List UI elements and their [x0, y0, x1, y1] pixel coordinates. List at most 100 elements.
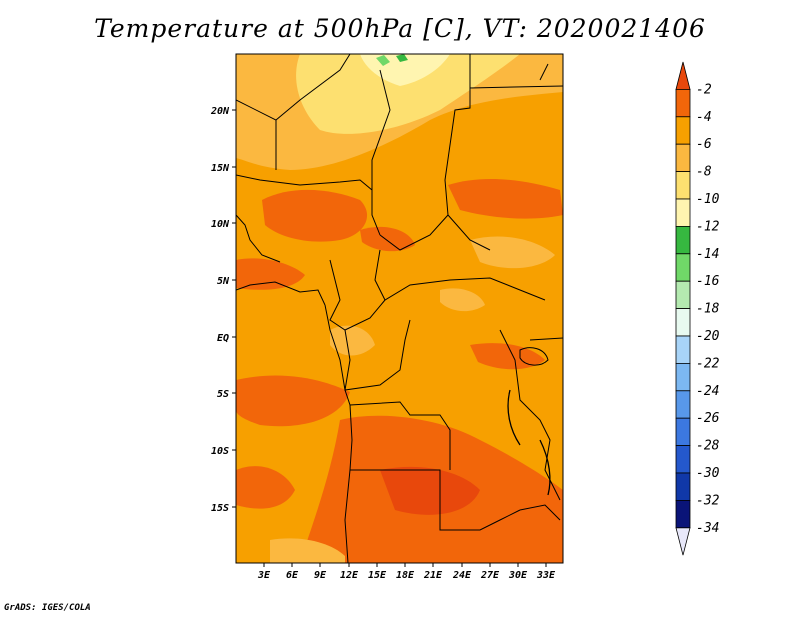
field-light-south — [270, 538, 345, 563]
colorbar-swatch — [675, 390, 691, 419]
lat-label-15n: 15N — [211, 163, 230, 174]
boundary-line — [275, 54, 351, 121]
lake-malawi — [539, 439, 551, 496]
lon-label-27e: 27E — [480, 570, 500, 581]
boundary-line — [236, 174, 381, 236]
lat-label-15s: 15S — [211, 503, 229, 514]
colorbar-label: -2 — [696, 82, 712, 97]
colorbar-swatch — [675, 445, 691, 474]
lon-label-6e: 6E — [286, 570, 299, 581]
colorbar-label: -28 — [696, 439, 720, 454]
lon-label-18e: 18E — [396, 570, 415, 581]
field-warm-gulf — [236, 258, 305, 290]
boundary-line — [236, 99, 277, 170]
boundary-line — [519, 504, 561, 521]
field-warm-southwest-2 — [236, 466, 295, 509]
field-warm-lakes — [470, 343, 545, 370]
colorbar-swatch — [675, 89, 691, 118]
latitude-axis: 20N 15N 10N 5N EQ 5S 10S 15S — [210, 106, 236, 514]
lon-label-9e: 9E — [314, 570, 327, 581]
colorbar-label: -18 — [696, 302, 720, 317]
temperature-field — [236, 54, 563, 563]
lat-label-10s: 10S — [211, 446, 229, 457]
boundary-line — [379, 214, 449, 251]
coastline — [236, 214, 281, 263]
lake-victoria — [519, 347, 549, 366]
colorbar-swatch — [675, 198, 691, 227]
colorbar-swatch — [675, 143, 691, 172]
colorbar-swatch — [675, 472, 691, 501]
field-light-center-2 — [440, 288, 485, 312]
colorbar-label: -6 — [696, 137, 712, 152]
boundary-line — [444, 54, 491, 251]
coastline — [539, 63, 549, 81]
lon-label-24e: 24E — [452, 570, 472, 581]
field-warm-southwest — [236, 375, 350, 427]
colorbar-swatch — [675, 308, 691, 337]
colorbar-label: -34 — [696, 521, 719, 536]
field-cold-patch — [376, 55, 390, 66]
field-light-east — [470, 236, 555, 269]
colorbar-label: -22 — [696, 356, 720, 371]
colorbar-label: -10 — [696, 192, 720, 207]
lat-label-10n: 10N — [211, 219, 230, 230]
field-band-north-light — [296, 54, 520, 134]
boundary-line — [529, 337, 563, 341]
lake-tanganyika — [507, 389, 521, 446]
colorbar-swatch — [675, 225, 691, 255]
colorbar-label: -20 — [696, 329, 720, 344]
colorbar-swatch — [675, 116, 691, 145]
colorbar-swatch — [675, 61, 691, 90]
boundary-line — [350, 469, 521, 531]
lon-label-30e: 30E — [508, 570, 528, 581]
lat-label-eq: EQ — [217, 333, 229, 344]
colorbar-label: -26 — [696, 411, 720, 426]
boundary-line — [344, 469, 351, 563]
colorbar-label: -8 — [696, 165, 712, 180]
field-cold-patch-2 — [396, 54, 408, 62]
boundary-line — [329, 259, 386, 331]
boundaries — [236, 54, 563, 563]
colorbar-swatch — [675, 253, 691, 282]
lat-label-5s: 5S — [217, 389, 229, 400]
field-warm-east — [448, 178, 563, 219]
lon-label-33e: 33E — [536, 570, 556, 581]
boundary-line — [344, 319, 411, 391]
colorbar-swatch — [675, 335, 691, 364]
colorbar-label: -14 — [696, 247, 719, 262]
credit-text: GrADS: IGES/COLA — [4, 603, 91, 613]
lon-label-15e: 15E — [368, 570, 387, 581]
boundary-line — [374, 249, 546, 301]
field-light-center — [330, 325, 375, 356]
field-warm-west — [262, 189, 368, 242]
colorbar-swatch — [675, 499, 691, 529]
lat-label-5n: 5N — [217, 276, 230, 287]
boundary-line — [469, 85, 563, 89]
colorbar-swatch — [675, 527, 691, 556]
boundary-line — [349, 401, 451, 470]
boundary-line — [371, 69, 391, 190]
lon-label-12e: 12E — [340, 570, 359, 581]
field-warm-peak — [380, 466, 480, 515]
colorbar-swatch — [675, 417, 691, 447]
chart-title: Temperature at 500hPa [C], VT: 202002140… — [94, 14, 706, 43]
colorbar-swatch — [675, 280, 691, 310]
colorbar-label: -30 — [696, 466, 720, 481]
colorbar-label: -16 — [696, 274, 720, 289]
field-warm-central — [360, 226, 415, 252]
colorbar-swatch — [675, 362, 691, 392]
colorbar-swatch — [675, 171, 691, 200]
boundary-line — [499, 329, 561, 501]
coastline — [324, 304, 353, 471]
colorbar-label: -12 — [696, 219, 720, 234]
lat-label-20n: 20N — [210, 106, 230, 117]
coastline — [236, 281, 326, 306]
lon-label-21e: 21E — [423, 570, 443, 581]
lon-label-3e: 3E — [257, 570, 271, 581]
map-frame — [235, 53, 564, 564]
colorbar-label: -24 — [696, 384, 719, 399]
longitude-axis: 3E 6E 9E 12E 15E 18E 21E 24E 27E 30E 33E — [257, 563, 556, 581]
colorbar: -2 -4 -6 -8 -10 -12 -14 -16 -18 -20 -22 -24 -26 -28 -3… — [675, 61, 720, 556]
colorbar-label: -32 — [696, 493, 720, 508]
